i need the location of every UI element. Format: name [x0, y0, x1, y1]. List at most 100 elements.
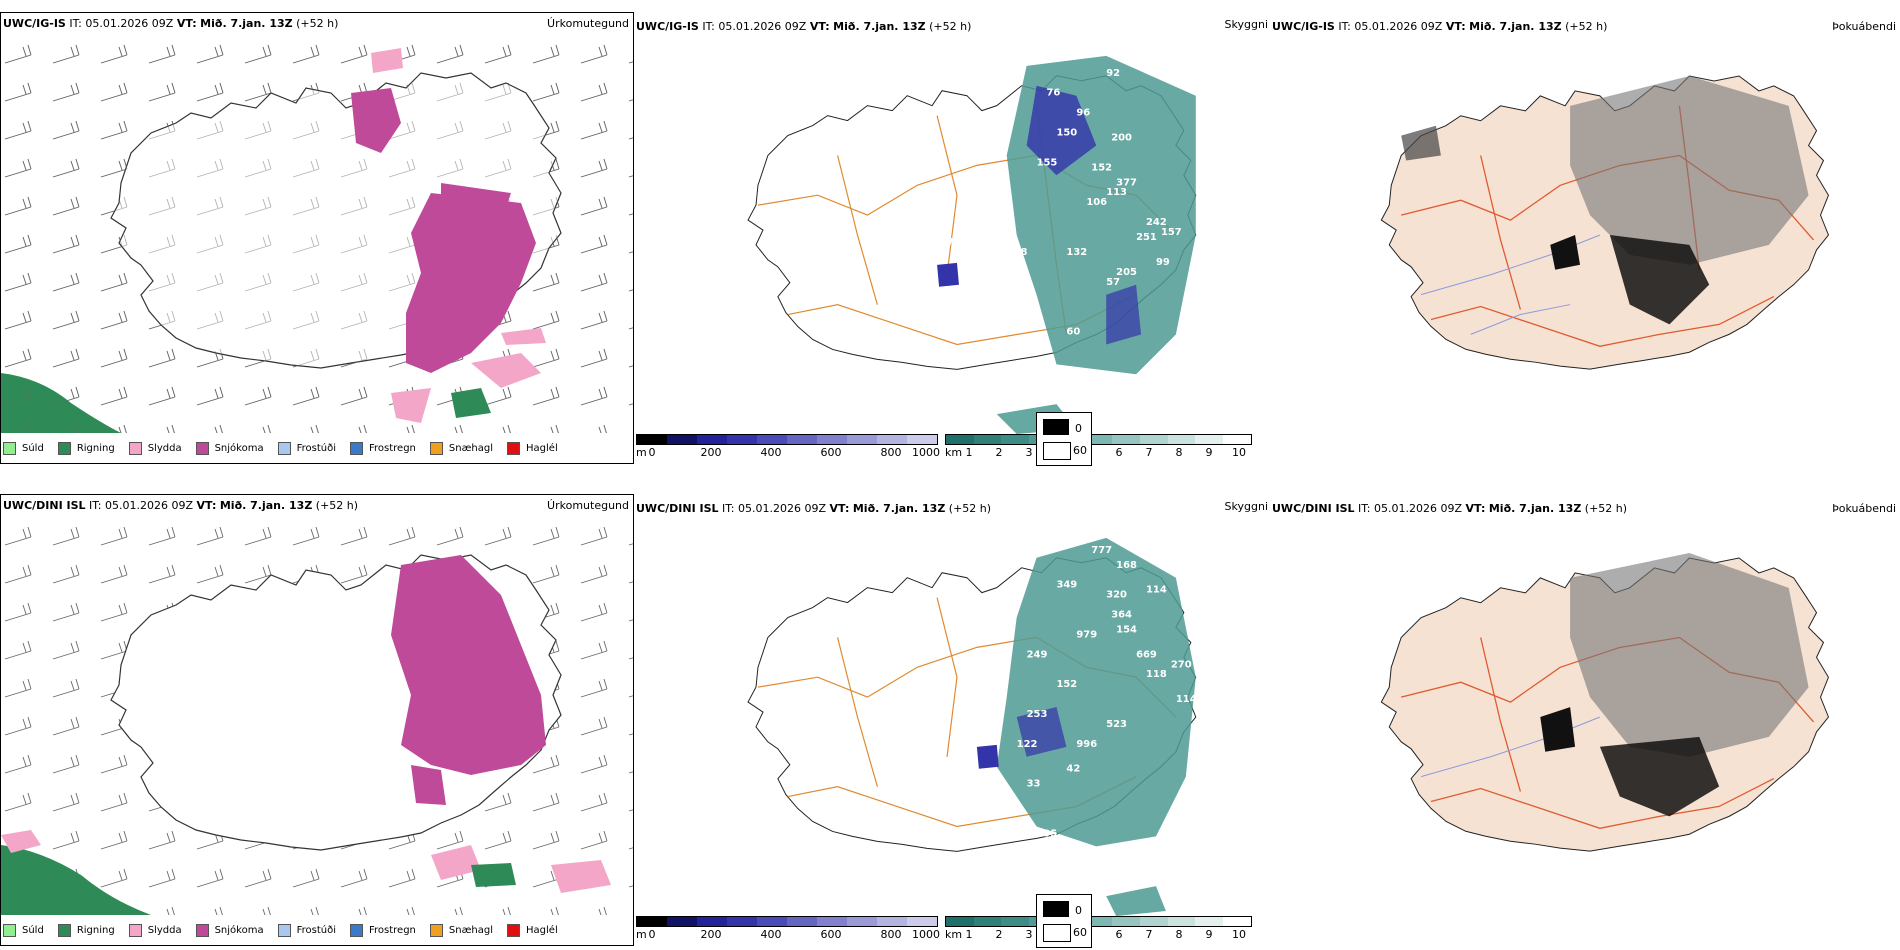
- precip-type-legend: Súld Rigning Slydda Snjókoma Frostúði Fr…: [3, 437, 572, 459]
- fog-map: [1380, 553, 1829, 852]
- valid-time: Mið. 7.jan. 13Z: [1488, 502, 1582, 515]
- colorbar-segment: [1084, 917, 1113, 926]
- colorbar-tick: 9: [1205, 928, 1213, 941]
- panel-header: UWC/IG-IS IT: 05.01.2026 09Z VT: Mið. 7.…: [3, 17, 633, 35]
- colorbar-segment: [637, 917, 667, 926]
- legend-item: Frostúði: [277, 441, 336, 455]
- colorbar-segment: [787, 435, 817, 444]
- cloud-base-label: 979: [1076, 629, 1097, 640]
- cloud-base-label: 71: [947, 237, 961, 248]
- colorbar-segment: [1140, 435, 1168, 444]
- cloud-base-label: 122: [1017, 739, 1038, 750]
- colorbar-segment: [817, 435, 847, 444]
- lead-time: (+52 h): [1565, 20, 1608, 33]
- fog-legend: 0 60: [1036, 412, 1092, 466]
- colorbar-segment: [1001, 435, 1030, 444]
- cloud-base-label: 132: [1066, 247, 1087, 258]
- panel-header: UWC/DINI ISL IT: 05.01.2026 09Z VT: Mið.…: [3, 499, 633, 517]
- valid-time: Mið. 7.jan. 13Z: [852, 502, 946, 515]
- colorbar-tick: 800: [880, 446, 902, 459]
- legend-item: Haglél: [507, 923, 558, 937]
- legend-item: Frostregn: [350, 441, 416, 455]
- init-time: 05.01.2026 09Z: [85, 17, 174, 30]
- colorbar-segment: [667, 917, 697, 926]
- cloud-base-label: 195: [1037, 828, 1058, 839]
- init-time-label: IT:: [722, 502, 735, 515]
- precip-type-map: [1, 33, 633, 433]
- visibility-panel-row2: UWC/DINI ISL IT: 05.01.2026 09Z VT: Mið.…: [636, 494, 1270, 946]
- colorbar-tick: 400: [760, 446, 782, 459]
- panel-header: UWC/DINI ISL IT: 05.01.2026 09Z VT: Mið.…: [1272, 502, 1900, 520]
- colorbar-segment: [1223, 917, 1251, 926]
- panel-title: Úrkomutegund: [547, 499, 629, 512]
- colorbar-tick: 200: [700, 446, 722, 459]
- colorbar-tick: 7: [1145, 446, 1153, 459]
- cloud-base-label: 106: [1086, 197, 1107, 208]
- legend-item: Haglél: [507, 441, 558, 455]
- model-name: UWC/IG-IS: [1272, 20, 1335, 33]
- fog-legend-white-label: 60: [1073, 444, 1087, 457]
- colorbar-tick: 600: [820, 446, 842, 459]
- cloud-base-label: 205: [1116, 267, 1137, 278]
- cloud-base-label: 270: [1171, 659, 1192, 670]
- cloud-base-label: 92: [1106, 68, 1120, 79]
- colorbar-tick: 9: [1205, 446, 1213, 459]
- panel-title: Úrkomutegund: [547, 17, 629, 30]
- colorbar-segment: [697, 435, 727, 444]
- colorbar-tick: 10: [1232, 446, 1246, 459]
- init-time: 05.01.2026 09Z: [718, 20, 807, 33]
- valid-time-label: VT:: [176, 17, 197, 30]
- legend-item: Snjókoma: [195, 923, 264, 937]
- colorbar-segments: [945, 434, 1252, 445]
- panel-title: Skyggni: [1224, 500, 1268, 513]
- panel-title: Þokuábendi: [1832, 502, 1896, 515]
- valid-time-label: VT:: [196, 499, 217, 512]
- visibility-colorbar: km 1 2 3 4 5 6 7 8 9 10: [945, 916, 1252, 950]
- colorbar-segment: [667, 435, 697, 444]
- visibility-panel-row1: UWC/IG-IS IT: 05.01.2026 09Z VT: Mið. 7.…: [636, 12, 1270, 464]
- init-time-label: IT:: [1338, 20, 1351, 33]
- cloud-base-label: 168: [1116, 560, 1137, 571]
- model-name: UWC/DINI ISL: [1272, 502, 1355, 515]
- cloud-base-label: 242: [1146, 217, 1167, 228]
- legend-item: Slydda: [128, 441, 182, 455]
- colorbar-segment: [973, 435, 1002, 444]
- colorbar-segment: [637, 435, 667, 444]
- lead-time: (+52 h): [929, 20, 972, 33]
- panel-header: UWC/IG-IS IT: 05.01.2026 09Z VT: Mið. 7.…: [1272, 20, 1900, 38]
- cloud-base-label: 364: [1111, 610, 1132, 621]
- colorbar-segment: [946, 435, 974, 444]
- cloud-base-label: 251: [1136, 232, 1157, 243]
- model-name: UWC/DINI ISL: [3, 499, 86, 512]
- panel-title: Þokuábendi: [1832, 20, 1896, 33]
- precip-type-legend: Súld Rigning Slydda Snjókoma Frostúði Fr…: [3, 919, 572, 941]
- colorbar-segment: [817, 917, 847, 926]
- init-time-label: IT:: [1358, 502, 1371, 515]
- fog-legend-black-label: 0: [1075, 904, 1082, 917]
- colorbar-segment: [907, 435, 937, 444]
- colorbar-tick: 1000: [912, 928, 940, 941]
- colorbar-unit: m: [636, 446, 647, 459]
- lead-time: (+52 h): [315, 499, 359, 512]
- colorbar-tick: 10: [1232, 928, 1246, 941]
- panel-header: UWC/DINI ISL IT: 05.01.2026 09Z VT: Mið.…: [636, 500, 1270, 520]
- legend-item: Snjókoma: [195, 441, 264, 455]
- panel-title: Skyggni: [1224, 18, 1268, 31]
- colorbar-segment: [1167, 917, 1196, 926]
- colorbar-segment: [787, 917, 817, 926]
- fog-panel-row1: UWC/IG-IS IT: 05.01.2026 09Z VT: Mið. 7.…: [1036, 12, 1900, 466]
- legend-item: Slydda: [128, 923, 182, 937]
- colorbar-tick: 0: [648, 446, 656, 459]
- colorbar-segment: [877, 435, 907, 444]
- model-name: UWC/IG-IS: [636, 20, 699, 33]
- cloud-base-label: 249: [1027, 649, 1048, 660]
- legend-item: Súld: [3, 441, 44, 455]
- cloud-base-label: 669: [1136, 649, 1157, 660]
- legend-item: Rigning: [57, 441, 115, 455]
- cloud-base-label: 996: [1076, 739, 1097, 750]
- colorbar-tick: 0: [648, 928, 656, 941]
- cloudbase-colorbar: m 0 200 400 600 800 1000: [636, 434, 940, 468]
- fog-panel-row2: UWC/DINI ISL IT: 05.01.2026 09Z VT: Mið.…: [1036, 494, 1900, 948]
- cloudbase-colorbar: m 0 200 400 600 800 1000: [636, 916, 940, 950]
- colorbar-segments: [636, 434, 938, 445]
